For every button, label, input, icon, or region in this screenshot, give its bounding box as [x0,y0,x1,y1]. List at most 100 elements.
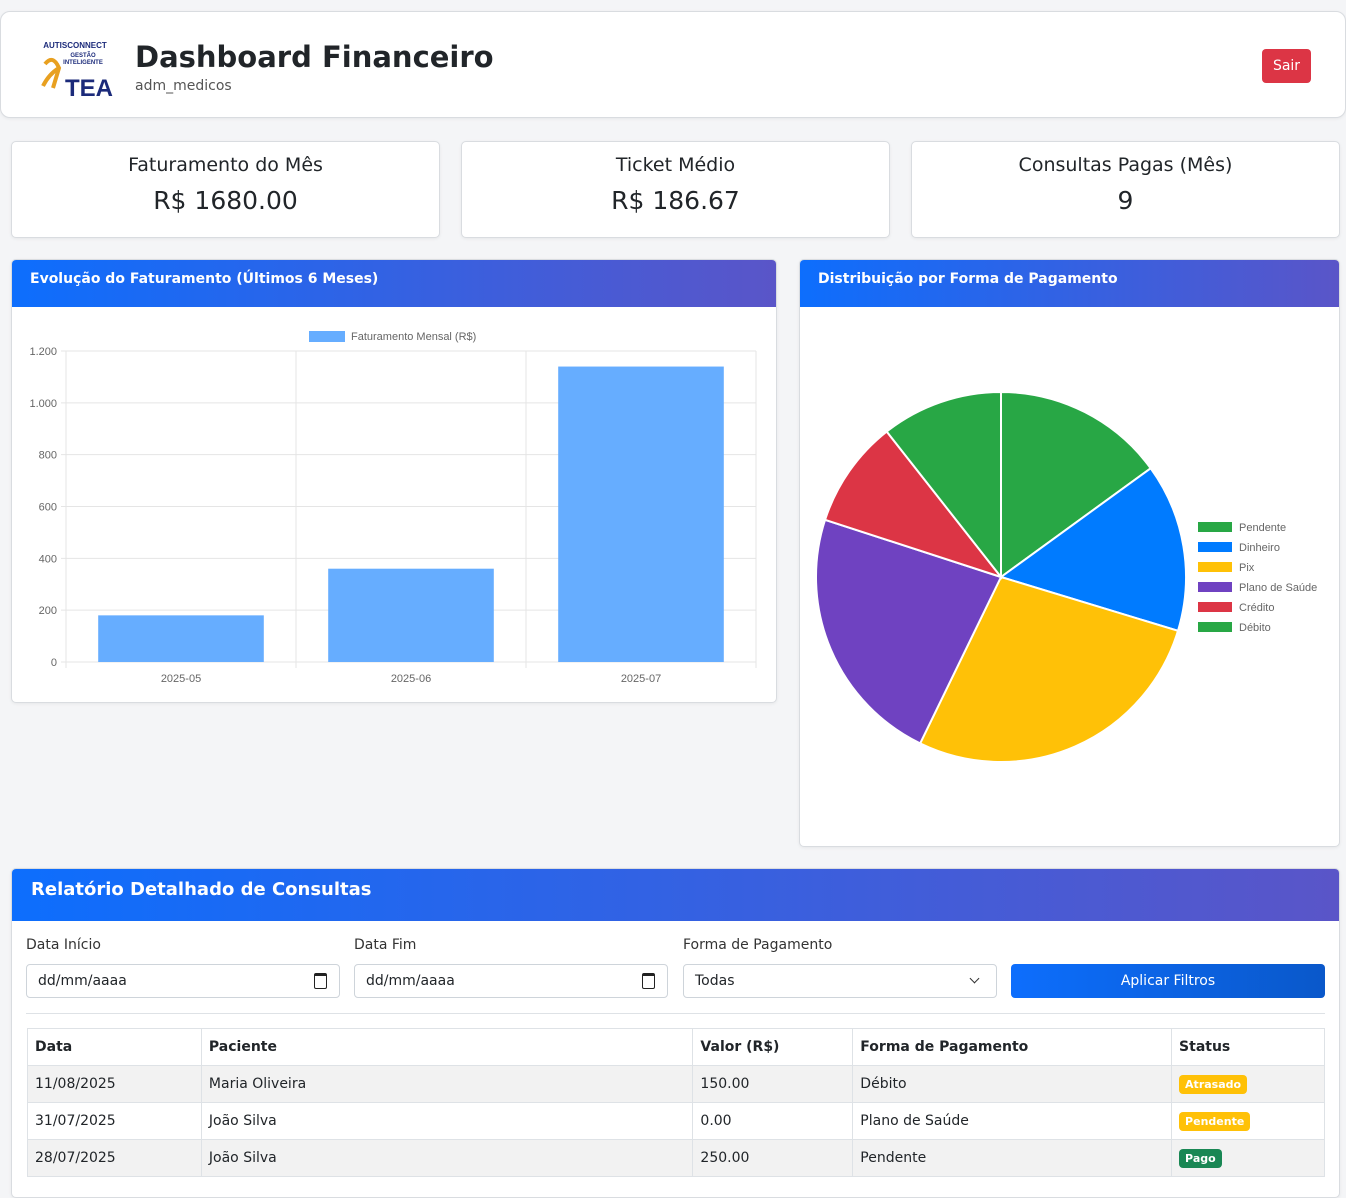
column-header: Forma de Pagamento [852,1028,1173,1066]
table-cell: 28/07/2025 [27,1139,202,1177]
date-input[interactable]: dd/mm/aaaa [354,964,668,998]
legend-swatch [309,331,345,342]
payment-select[interactable]: Todas [683,964,997,998]
calendar-icon [642,973,655,989]
bar [98,615,264,662]
table-cell: 150.00 [692,1065,854,1103]
user-name: adm_medicos [135,78,232,94]
table-cell: Pendente [852,1139,1173,1177]
y-tick-label: 200 [39,605,57,617]
selected: Todas [695,973,735,989]
cell-text: Plano de Saúde [860,1113,969,1129]
table-row: 28/07/2025 João Silva 250.00 Pendente Pago [27,1139,1325,1177]
filter-label: Forma de Pagamento [683,937,833,953]
x-tick-label: 2025-05 [161,673,201,685]
cell-text: 31/07/2025 [35,1113,116,1129]
bar-chart: 0 200 400 600 800 1.000 1.200 Faturamento Mensa… [29,331,757,685]
filter-label: Data Fim [354,937,417,953]
table-cell: Atrasado [1171,1065,1325,1103]
x-tick-label: 2025-07 [621,673,661,685]
legend-label: Pix [1239,562,1255,574]
logo-ribbon [41,57,62,89]
legend-swatch [1198,622,1232,632]
logo-tagline: INTELIGENTE [63,60,103,66]
summary-value: R$ 1680.00 [153,186,298,215]
table-cell: 250.00 [692,1139,854,1177]
legend-label: Dinheiro [1239,542,1280,554]
table-cell: Plano de Saúde [852,1102,1173,1140]
pie-slice [885,390,1002,580]
cell-text: Maria Oliveira [208,1076,307,1092]
cell-text: 250.00 [700,1150,750,1166]
table-cell: 31/07/2025 [27,1102,202,1140]
divider [26,1013,1325,1014]
header: AUTISCONNECT GESTÃO INTELIGENTE TEA Dash… [0,11,1346,118]
legend-swatch [1198,582,1232,592]
legend-swatch [1198,522,1232,532]
table-row: 31/07/2025 João Silva 0.00 Plano de Saúde Pe… [27,1102,1325,1140]
summary-card: Consultas Pagas (Mês) 9 [911,141,1340,238]
bar [328,568,494,662]
logout-button[interactable]: Sair [1262,49,1311,83]
cell-text: João Silva [208,1150,277,1166]
page-title: Dashboard Financeiro [135,40,494,74]
cell-text: 28/07/2025 [35,1150,116,1166]
summary-label: Consultas Pagas (Mês) [1018,154,1233,176]
pie-slice [823,430,1004,579]
y-tick-label: 1.200 [29,346,57,358]
y-tick-label: 600 [39,502,57,514]
pie-slice [918,575,1180,763]
table-cell: 11/08/2025 [27,1065,202,1103]
legend-label: Faturamento Mensal (R$) [351,331,476,343]
summary-value: R$ 186.67 [611,186,740,215]
placeholder: dd/mm/aaaa [366,973,455,989]
placeholder: dd/mm/aaaa [38,973,127,989]
legend-label: Plano de Saúde [1239,582,1317,594]
legend-label: Crédito [1239,602,1274,614]
bar [558,366,724,662]
table-row: 11/08/2025 Maria Oliveira 150.00 Débito Atra… [27,1065,1325,1103]
cell-text: 11/08/2025 [35,1076,116,1092]
apply-button[interactable]: Aplicar Filtros [1011,964,1325,998]
table-cell: Pago [1171,1139,1325,1177]
column-header: Data [27,1028,202,1066]
report-table: Data Paciente Valor (R$) Forma de Pagamento… [27,1028,1325,1177]
legend-label: Débito [1239,622,1271,634]
summary-label: Faturamento do Mês [128,154,323,176]
calendar-icon [314,973,327,989]
cell-text: João Silva [208,1113,277,1129]
date-input[interactable]: dd/mm/aaaa [26,964,340,998]
cell-text: 150.00 [700,1076,750,1092]
legend-swatch [1198,562,1232,572]
cell-text: Pendente [860,1150,927,1166]
cell-text: Débito [860,1076,907,1092]
report-title: Relatório Detalhado de Consultas [12,869,1339,921]
legend-label: Pendente [1239,522,1286,534]
table-cell: João Silva [200,1102,694,1140]
logo-tagline: GESTÃO [70,52,96,59]
summary-card: Ticket Médio R$ 186.67 [461,141,890,238]
column-header: Status [1171,1028,1325,1066]
pie-slice [1000,390,1153,579]
chevron [969,973,980,984]
logo: AUTISCONNECT GESTÃO INTELIGENTE TEA [41,41,113,100]
table-cell: Maria Oliveira [200,1065,694,1103]
y-tick-label: 400 [39,553,57,565]
legend-swatch [1198,542,1232,552]
legend-swatch [1198,602,1232,612]
column-header: Paciente [200,1028,694,1066]
y-tick-label: 1.000 [29,398,57,410]
column-header: Valor (R$) [692,1028,854,1066]
chart-title: Distribuição por Forma de Pagamento [800,260,1339,307]
y-tick-label: 0 [51,657,57,669]
table-cell: Débito [852,1065,1173,1103]
cell-text: 0.00 [700,1113,732,1129]
logo-mark: TEA [65,75,113,100]
filter-label: Data Início [26,937,101,953]
pie-slice [815,518,1003,745]
bar-card: Evolução do Faturamento (Últimos 6 Meses… [11,259,777,703]
y-tick-label: 800 [39,450,57,462]
chart-title: Evolução do Faturamento (Últimos 6 Meses… [12,260,776,307]
status-badge: Pendente [1179,1111,1251,1131]
